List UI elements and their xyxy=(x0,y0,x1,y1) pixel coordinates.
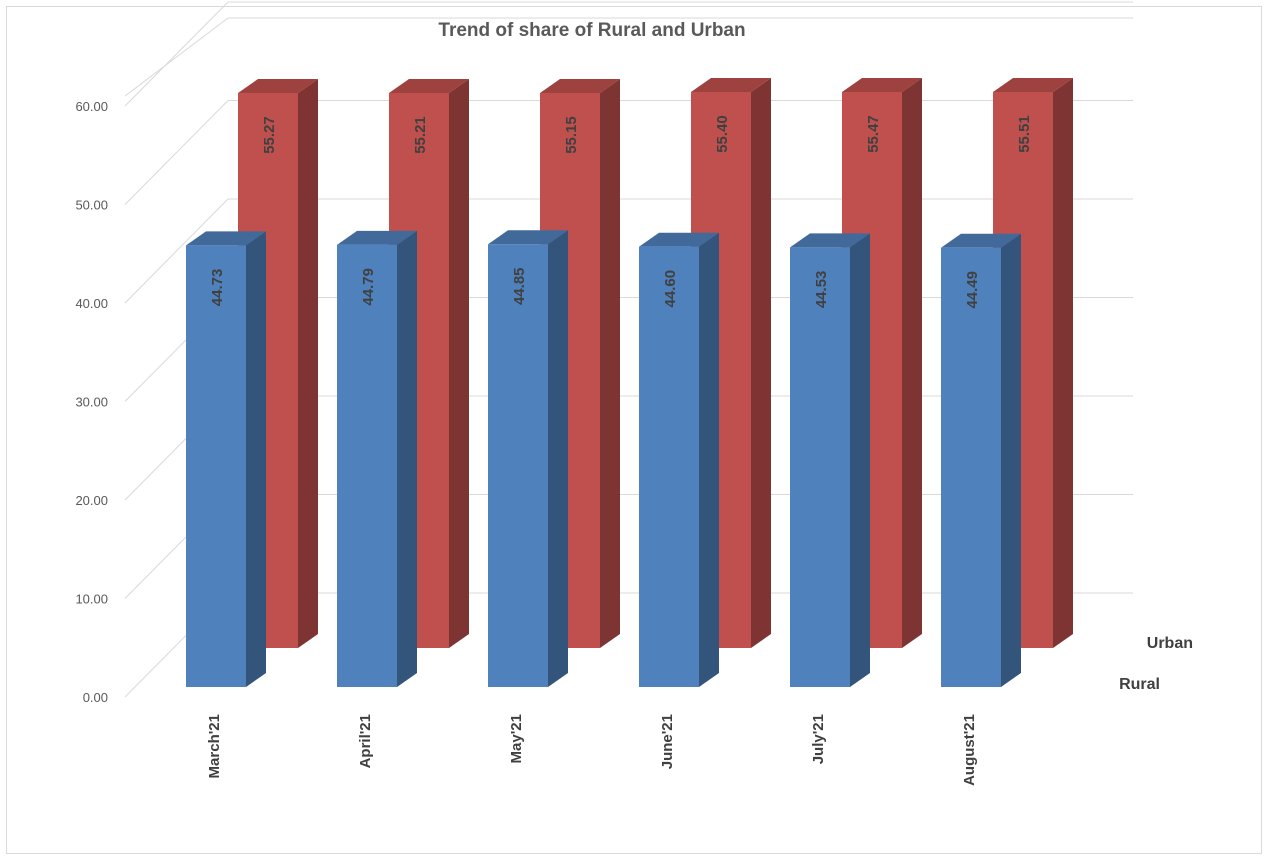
rural-bar: 44.49 xyxy=(941,233,1021,687)
urban-bar-side xyxy=(751,78,771,648)
rural-bar-top xyxy=(639,232,719,247)
rural-bar: 44.85 xyxy=(488,230,568,688)
rural-bar-side xyxy=(699,232,719,687)
urban-bar-top xyxy=(389,79,469,93)
rural-bar-front xyxy=(186,245,246,688)
rural-bar-side xyxy=(548,230,568,688)
urban-bar-top xyxy=(691,78,771,92)
rural-bar: 44.79 xyxy=(337,230,417,688)
y-tick-label: 20.00 xyxy=(75,493,108,508)
urban-bar-top xyxy=(842,78,922,92)
urban-bar-side xyxy=(1053,78,1073,648)
rural-bar: 44.73 xyxy=(186,231,266,688)
data-label: 55.15 xyxy=(563,116,580,154)
rural-bar-top xyxy=(941,233,1021,248)
data-label: 44.49 xyxy=(964,271,981,309)
y-axis-ticks: 0.00 10.00 20.00 30.00 40.00 50.00 60.00 xyxy=(75,99,108,705)
data-label: 55.27 xyxy=(261,116,278,154)
gridline-side xyxy=(124,100,229,205)
rural-bar-front xyxy=(941,247,1001,687)
urban-bar-top xyxy=(540,79,620,93)
data-label: 55.40 xyxy=(714,115,731,153)
y-tick-label: 50.00 xyxy=(75,198,108,213)
x-tick-label: March'21 xyxy=(206,714,223,778)
urban-bar-top xyxy=(993,78,1073,92)
urban-bar-side xyxy=(902,78,922,648)
rural-series-label: Rural xyxy=(1119,676,1160,693)
gridline-side xyxy=(124,17,229,97)
rural-bar: 44.60 xyxy=(639,232,719,687)
rural-bar-front xyxy=(337,244,397,688)
rural-bar-side xyxy=(1001,233,1021,687)
data-label: 55.47 xyxy=(865,115,882,153)
y-tick-label: 40.00 xyxy=(75,296,108,311)
rural-bar-side xyxy=(850,233,870,687)
y-tick-label: 60.00 xyxy=(75,99,108,114)
x-axis-ticks: March'21 April'21 May'21 June'21 July'21 Augu… xyxy=(206,714,978,786)
rural-bar-top xyxy=(186,231,266,246)
urban-bar-side xyxy=(298,79,318,648)
x-tick-label: July'21 xyxy=(810,714,827,764)
urban-bar-side xyxy=(449,79,469,648)
y-tick-label: 30.00 xyxy=(75,395,108,410)
data-label: 44.73 xyxy=(209,269,226,307)
x-tick-label: April'21 xyxy=(357,714,374,768)
data-label: 44.53 xyxy=(813,271,830,309)
rural-bar-top xyxy=(488,230,568,245)
urban-bar-side xyxy=(600,79,620,648)
data-label: 44.79 xyxy=(360,268,377,306)
rural-bar-top xyxy=(337,230,417,245)
urban-series-label: Urban xyxy=(1147,635,1193,652)
gridline-side xyxy=(124,1,229,107)
gridline-side xyxy=(124,198,229,304)
rural-bar-front xyxy=(639,246,699,687)
rural-bar-side xyxy=(246,231,266,688)
y-tick-label: 10.00 xyxy=(75,592,108,607)
data-label: 55.21 xyxy=(412,116,429,154)
data-label: 55.51 xyxy=(1016,115,1033,153)
y-tick-label: 0.00 xyxy=(83,690,108,705)
data-label: 44.60 xyxy=(662,270,679,308)
data-label: 44.85 xyxy=(511,267,528,305)
rural-bar-top xyxy=(790,233,870,248)
rural-series: 44.73 44.79 44.85 44.60 44.53 44.49 xyxy=(186,230,1021,688)
urban-bar-top xyxy=(238,79,318,93)
x-tick-label: June'21 xyxy=(659,714,676,769)
x-tick-label: August'21 xyxy=(961,714,978,786)
rural-bar-front xyxy=(488,244,548,688)
rural-bar-front xyxy=(790,247,850,687)
rural-bar-side xyxy=(397,230,417,688)
chart-title: Trend of share of Rural and Urban xyxy=(438,20,745,41)
x-tick-label: May'21 xyxy=(508,714,525,763)
rural-bar: 44.53 xyxy=(790,233,870,687)
